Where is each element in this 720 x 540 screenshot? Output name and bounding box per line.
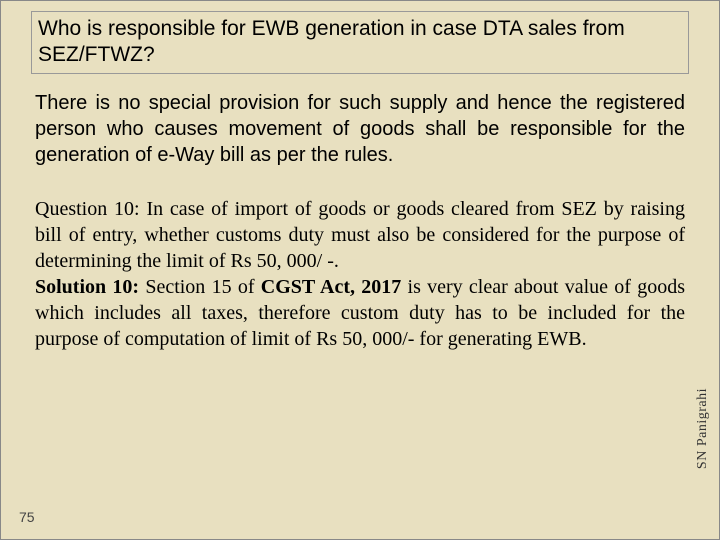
answer-paragraph-1: There is no special provision for such s…: [31, 90, 689, 168]
solution-10-label: Solution 10:: [35, 276, 139, 298]
slide-title: Who is responsible for EWB generation in…: [38, 16, 682, 69]
solution-10-act: CGST Act, 2017: [261, 276, 402, 298]
qa-block-2: Question 10: In case of import of goods …: [31, 196, 689, 352]
page-number: 75: [19, 509, 35, 525]
slide: Who is responsible for EWB generation in…: [0, 0, 720, 540]
author-label: SN Panigrahi: [695, 388, 711, 469]
title-box: Who is responsible for EWB generation in…: [31, 11, 689, 74]
solution-10-mid: Section 15 of: [139, 276, 261, 298]
question-10-text: Question 10: In case of import of goods …: [35, 198, 685, 272]
